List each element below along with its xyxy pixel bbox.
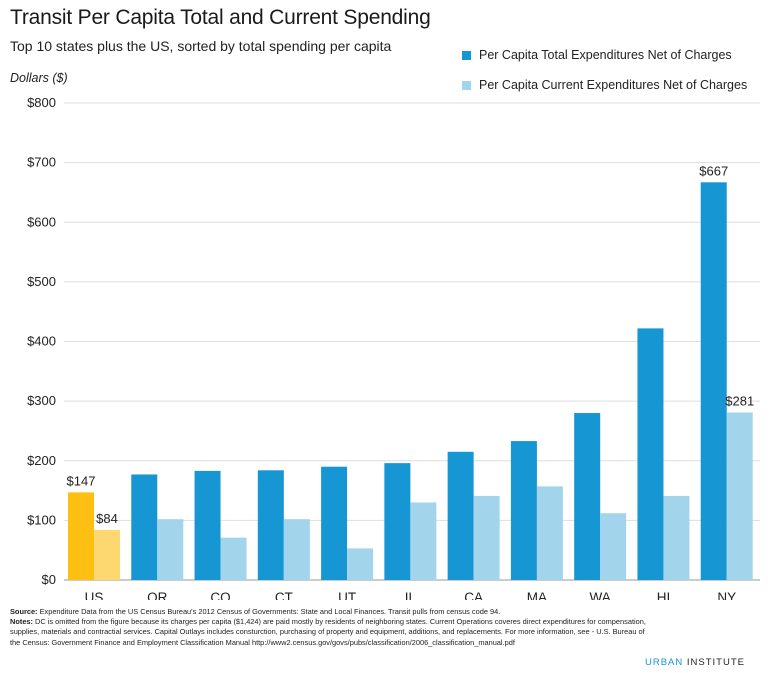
chart-title: Transit Per Capita Total and Current Spe… — [10, 6, 431, 29]
source-label: Source: — [10, 607, 38, 616]
x-tick-label: CO — [210, 590, 230, 600]
x-tick-label: CA — [464, 590, 483, 600]
bar-current — [473, 495, 500, 580]
bar-current — [347, 548, 374, 580]
y-tick-label: $400 — [27, 334, 56, 349]
legend-label-total: Per Capita Total Expenditures Net of Cha… — [479, 48, 732, 62]
x-tick-label: US — [85, 590, 104, 600]
x-tick-label: WA — [590, 590, 611, 600]
x-tick-label: UT — [338, 590, 356, 600]
bar-current — [726, 412, 753, 580]
urban-institute-logo: URBAN INSTITUTE — [645, 657, 745, 668]
bar-total — [447, 451, 474, 580]
y-tick-label: $100 — [27, 512, 56, 527]
bar-total — [68, 492, 94, 580]
bar-total — [637, 328, 664, 580]
x-tick-label: HI — [657, 590, 671, 600]
data-label: $667 — [699, 163, 728, 178]
legend: Per Capita Total Expenditures Net of Cha… — [462, 48, 747, 108]
notes-note: Notes: DC is omitted from the figure bec… — [10, 617, 650, 648]
source-note: Source: Expenditure Data from the US Cen… — [10, 607, 650, 617]
x-tick-label: CT — [275, 590, 293, 600]
legend-label-current: Per Capita Current Expenditures Net of C… — [479, 78, 748, 92]
brand-part1: URBAN — [645, 657, 684, 668]
source-text: Expenditure Data from the US Census Bure… — [37, 607, 501, 616]
bar-total — [321, 466, 348, 580]
bar-current — [94, 529, 120, 580]
bar-current — [220, 537, 247, 580]
bar-current — [410, 502, 437, 580]
bar-total — [384, 463, 411, 580]
y-tick-label: $500 — [27, 274, 56, 289]
x-tick-label: NY — [717, 590, 736, 600]
bar-total — [257, 470, 284, 580]
legend-swatch-current — [462, 80, 471, 90]
legend-item-total: Per Capita Total Expenditures Net of Cha… — [462, 48, 747, 62]
y-tick-label: $700 — [27, 155, 56, 170]
y-tick-label: $800 — [27, 95, 56, 110]
brand-part2: INSTITUTE — [683, 657, 745, 668]
chart-subtitle: Top 10 states plus the US, sorted by tot… — [10, 38, 392, 54]
bar-chart: $0 $100 $200 $300 $400 $500 $600 $700 $800 $147 $8… — [27, 95, 760, 600]
y-tick-label: $200 — [27, 453, 56, 468]
y-tick-label: $600 — [27, 214, 56, 229]
bar-total — [700, 182, 727, 580]
y-tick-label: $0 — [42, 572, 56, 587]
bar-current — [600, 513, 627, 580]
bar-total — [194, 470, 221, 580]
legend-item-current: Per Capita Current Expenditures Net of C… — [462, 78, 747, 92]
data-label: $281 — [725, 393, 754, 408]
notes-label: Notes: — [10, 617, 33, 627]
x-tick-label: OR — [147, 590, 168, 600]
bar-total — [574, 413, 601, 580]
y-tick-label: $300 — [27, 393, 56, 408]
y-axis-label: Dollars ($) — [10, 71, 68, 85]
bar-current — [283, 519, 310, 580]
bar-current — [663, 495, 690, 580]
bar-total — [131, 474, 158, 580]
x-tick-label: MA — [527, 590, 547, 600]
footnotes: Source: Expenditure Data from the US Cen… — [10, 607, 650, 648]
bar-total — [510, 441, 537, 580]
bar-current — [157, 519, 184, 580]
data-label: $84 — [96, 511, 118, 526]
notes-text: DC is omitted from the figure because it… — [10, 617, 646, 647]
x-tick-label: IL — [405, 590, 417, 600]
bar-current — [536, 486, 563, 580]
data-label: $147 — [67, 473, 96, 488]
legend-swatch-total — [462, 50, 471, 60]
